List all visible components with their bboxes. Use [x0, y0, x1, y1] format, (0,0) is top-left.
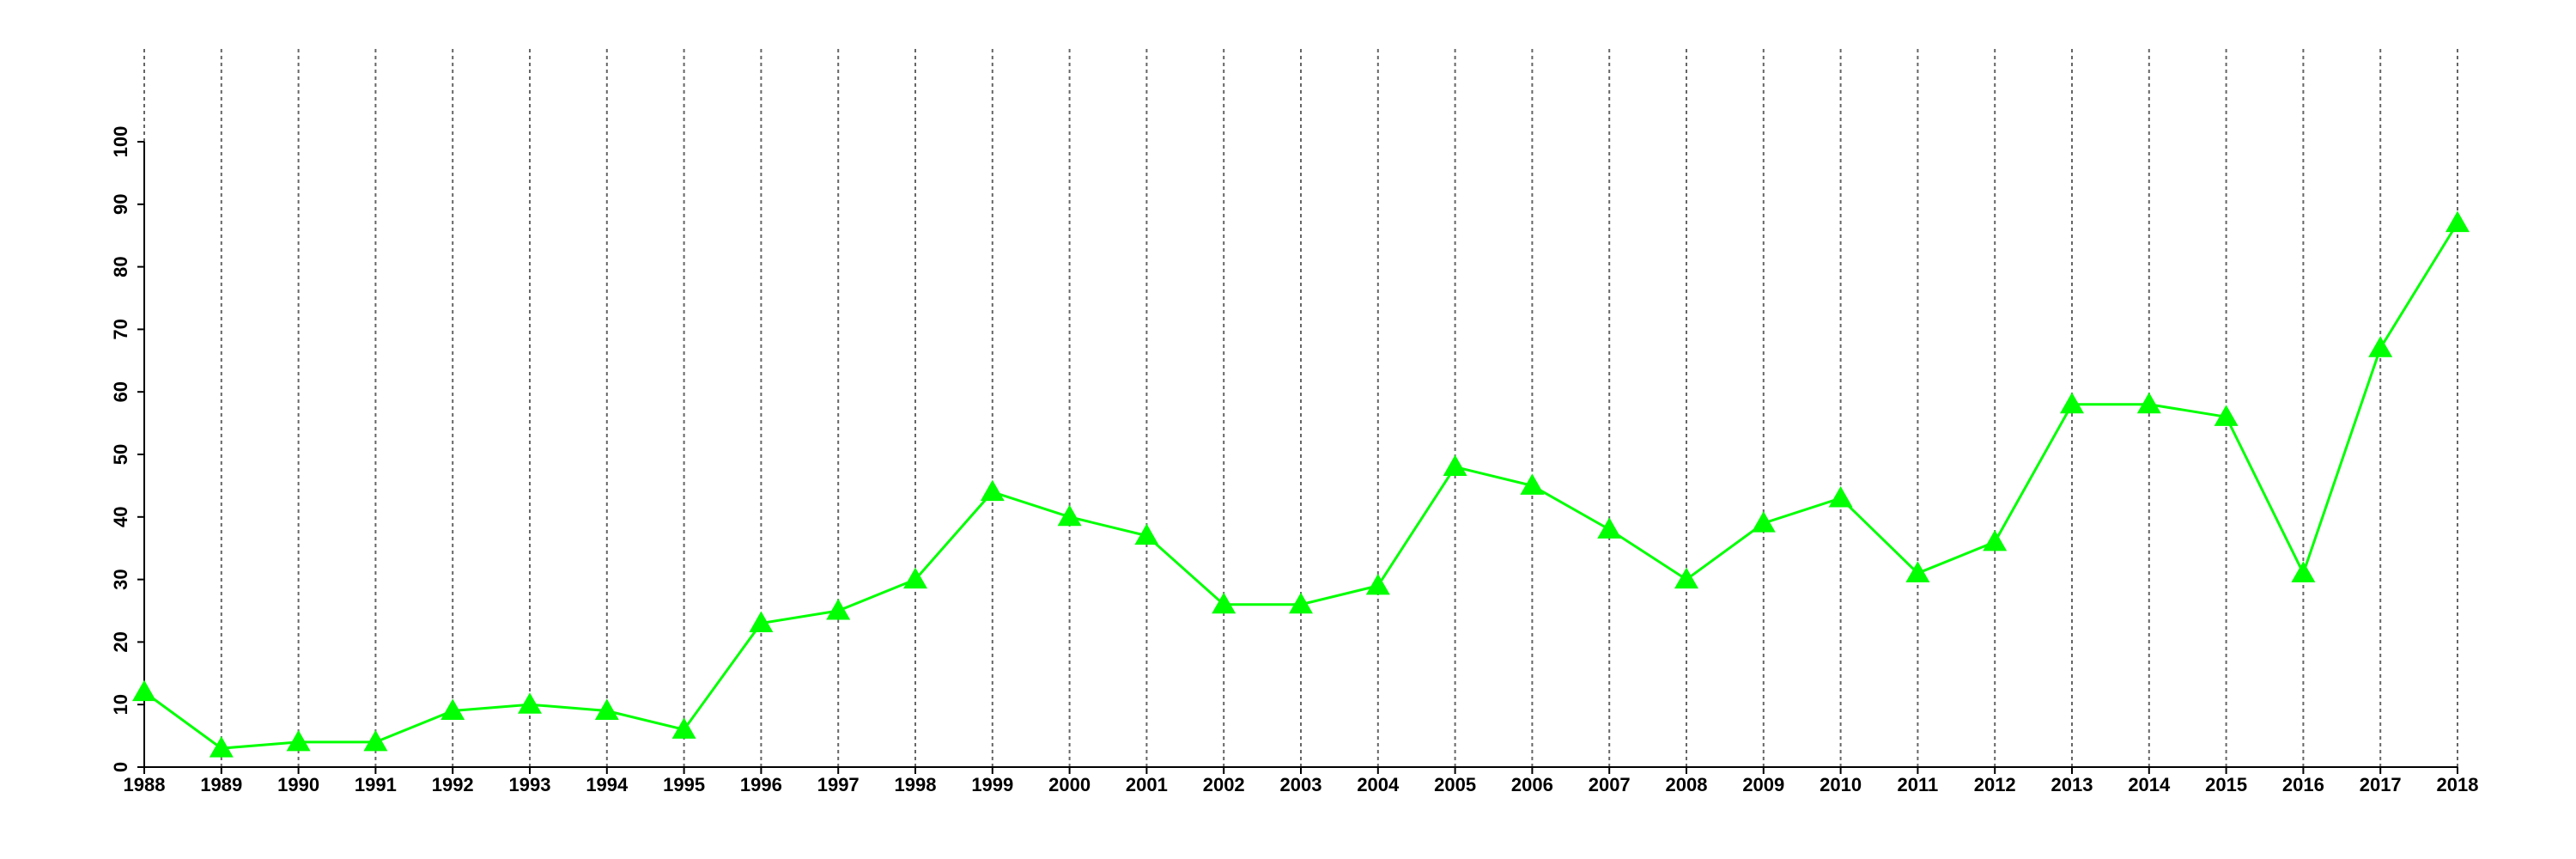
x-tick-label: 2015 [2205, 774, 2247, 795]
data-point [1212, 592, 1236, 614]
data-point [1057, 504, 1082, 527]
data-point [440, 698, 465, 720]
data-point [594, 698, 619, 720]
data-point [1520, 473, 1545, 495]
x-tick-label: 2009 [1742, 774, 1784, 795]
x-tick-label: 2013 [2051, 774, 2093, 795]
x-tick-label: 2005 [1434, 774, 1476, 795]
y-tick-label: 50 [110, 444, 131, 465]
data-point [1674, 567, 1698, 589]
data-point [903, 567, 927, 589]
x-tick-label: 2006 [1511, 774, 1553, 795]
x-tick-label: 2010 [1820, 774, 1862, 795]
data-point [1134, 523, 1159, 545]
data-point [1751, 511, 1776, 533]
x-tick-label: 1989 [200, 774, 242, 795]
data-point [132, 679, 156, 702]
data-point [749, 611, 774, 633]
x-tick-label: 1999 [971, 774, 1013, 795]
data-point [286, 729, 311, 752]
x-tick-label: 2004 [1357, 774, 1400, 795]
data-point [826, 599, 851, 620]
data-point [209, 736, 234, 758]
data-point [1597, 517, 1622, 539]
x-tick-label: 2003 [1280, 774, 1322, 795]
x-tick-label: 1998 [895, 774, 937, 795]
x-tick-label: 2017 [2360, 774, 2402, 795]
y-tick-label: 0 [110, 762, 131, 772]
data-point [2445, 210, 2470, 233]
data-point [1983, 529, 2008, 551]
x-tick-label: 2008 [1666, 774, 1708, 795]
x-tick-label: 2001 [1126, 774, 1168, 795]
x-tick-label: 2012 [1974, 774, 2016, 795]
y-tick-label: 20 [110, 631, 131, 652]
data-point [2214, 405, 2239, 426]
data-point [1905, 561, 1930, 582]
x-tick-label: 1992 [432, 774, 474, 795]
y-tick-label: 60 [110, 381, 131, 402]
x-tick-label: 1997 [817, 774, 860, 795]
data-point [671, 717, 696, 739]
x-tick-label: 2016 [2282, 774, 2324, 795]
y-tick-label: 80 [110, 256, 131, 277]
data-point [2060, 392, 2084, 414]
x-tick-label: 1991 [355, 774, 397, 795]
x-tick-label: 2018 [2437, 774, 2479, 795]
data-point [363, 729, 388, 752]
x-tick-label: 2000 [1048, 774, 1091, 795]
data-point [1289, 592, 1313, 614]
x-tick-label: 1994 [586, 774, 629, 795]
data-point [2136, 392, 2161, 414]
x-tick-label: 1995 [663, 774, 705, 795]
data-point [2291, 561, 2316, 582]
x-tick-label: 2007 [1589, 774, 1631, 795]
data-point [1828, 485, 1853, 508]
y-tick-label: 70 [110, 319, 131, 339]
y-tick-label: 100 [110, 126, 131, 158]
x-tick-label: 2011 [1898, 774, 1939, 795]
data-point [980, 479, 1005, 502]
data-point [2368, 336, 2393, 357]
y-tick-label: 90 [110, 194, 131, 215]
x-tick-label: 2014 [2128, 774, 2171, 795]
data-point [1443, 454, 1467, 477]
x-tick-label: 1996 [740, 774, 782, 795]
x-tick-label: 2002 [1203, 774, 1245, 795]
y-tick-label: 40 [110, 507, 131, 527]
y-tick-label: 30 [110, 569, 131, 589]
data-point [1365, 573, 1390, 595]
x-tick-label: 1993 [509, 774, 551, 795]
y-tick-label: 10 [110, 694, 131, 715]
x-tick-label: 1990 [277, 774, 319, 795]
x-tick-label: 1988 [124, 774, 166, 795]
data-point [518, 692, 542, 714]
